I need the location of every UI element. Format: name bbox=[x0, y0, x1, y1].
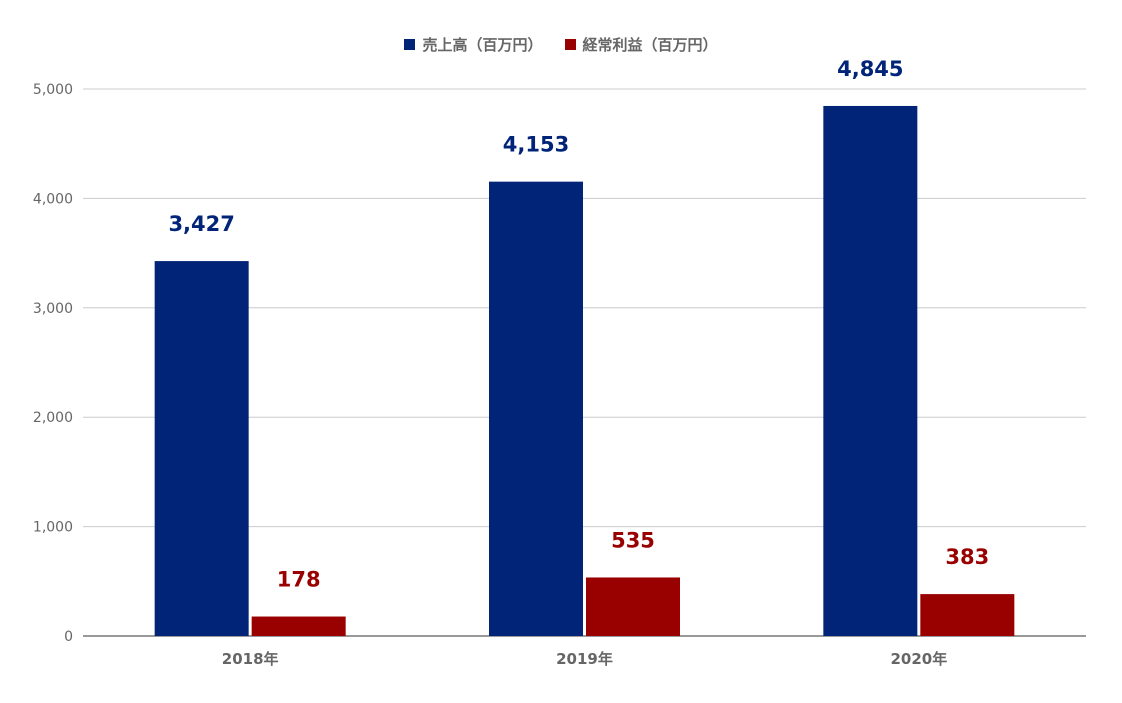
legend: 売上高（百万円） 経常利益（百万円） bbox=[0, 34, 1122, 55]
legend-swatch-ordinary-profit bbox=[564, 39, 576, 50]
bar-sales bbox=[154, 261, 249, 636]
bar-sales bbox=[489, 181, 583, 636]
y-tick-label: 5,000 bbox=[33, 82, 73, 98]
legend-label-sales: 売上高（百万円） bbox=[422, 36, 543, 54]
data-label-sales: 4,845 bbox=[837, 57, 903, 81]
data-label-ordinary-profit: 535 bbox=[611, 528, 655, 552]
x-tick-label: 2019年 bbox=[556, 650, 613, 668]
data-label-ordinary-profit: 383 bbox=[945, 545, 989, 569]
data-label-sales: 3,427 bbox=[168, 212, 234, 236]
legend-item-ordinary-profit: 経常利益（百万円） bbox=[564, 34, 718, 55]
x-tick-label: 2018年 bbox=[222, 650, 279, 668]
y-tick-label: 2,000 bbox=[33, 410, 73, 426]
y-tick-label: 3,000 bbox=[33, 301, 73, 317]
y-tick-label: 1,000 bbox=[33, 520, 73, 536]
data-label-ordinary-profit: 178 bbox=[277, 568, 321, 592]
y-tick-label: 0 bbox=[64, 629, 73, 645]
bar-ordinary-profit bbox=[920, 594, 1015, 636]
bar-ordinary-profit bbox=[251, 616, 346, 636]
data-label-sales: 4,153 bbox=[503, 133, 569, 157]
legend-item-sales: 売上高（百万円） bbox=[404, 34, 543, 55]
bar-ordinary-profit bbox=[586, 577, 680, 636]
x-tick-label: 2020年 bbox=[890, 650, 947, 668]
legend-label-ordinary-profit: 経常利益（百万円） bbox=[582, 36, 718, 54]
legend-swatch-sales bbox=[404, 39, 416, 50]
y-tick-label: 4,000 bbox=[33, 191, 73, 207]
bar-sales bbox=[823, 105, 918, 636]
